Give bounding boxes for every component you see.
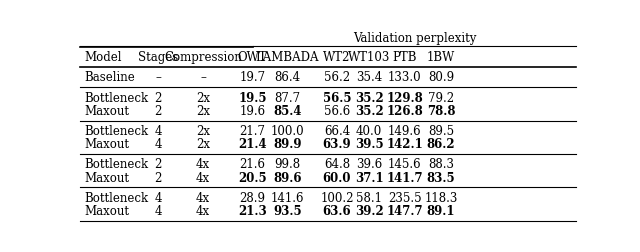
Text: 2: 2 bbox=[155, 159, 162, 172]
Text: 4: 4 bbox=[155, 192, 162, 205]
Text: 40.0: 40.0 bbox=[356, 125, 382, 138]
Text: 147.7: 147.7 bbox=[387, 205, 423, 218]
Text: 99.8: 99.8 bbox=[275, 159, 300, 172]
Text: 89.5: 89.5 bbox=[428, 125, 454, 138]
Text: 21.3: 21.3 bbox=[238, 205, 267, 218]
Text: OWT: OWT bbox=[238, 51, 268, 64]
Text: 89.6: 89.6 bbox=[273, 172, 301, 184]
Text: 66.4: 66.4 bbox=[324, 125, 350, 138]
Text: –: – bbox=[200, 72, 206, 84]
Text: 21.4: 21.4 bbox=[238, 138, 267, 151]
Text: 58.1: 58.1 bbox=[356, 192, 382, 205]
Text: 78.8: 78.8 bbox=[427, 105, 455, 118]
Text: 19.7: 19.7 bbox=[239, 72, 266, 84]
Text: 21.7: 21.7 bbox=[239, 125, 266, 138]
Text: 2x: 2x bbox=[196, 125, 210, 138]
Text: 39.6: 39.6 bbox=[356, 159, 382, 172]
Text: 2: 2 bbox=[155, 92, 162, 105]
Text: 1BW: 1BW bbox=[427, 51, 455, 64]
Text: 4: 4 bbox=[155, 125, 162, 138]
Text: 39.2: 39.2 bbox=[355, 205, 383, 218]
Text: 4: 4 bbox=[155, 205, 162, 218]
Text: 4: 4 bbox=[155, 138, 162, 151]
Text: 89.9: 89.9 bbox=[273, 138, 301, 151]
Text: 64.8: 64.8 bbox=[324, 159, 350, 172]
Text: 63.9: 63.9 bbox=[323, 138, 351, 151]
Text: 63.6: 63.6 bbox=[323, 205, 351, 218]
Text: Model: Model bbox=[84, 51, 122, 64]
Text: 56.6: 56.6 bbox=[324, 105, 350, 118]
Text: 39.5: 39.5 bbox=[355, 138, 383, 151]
Text: 141.7: 141.7 bbox=[387, 172, 423, 184]
Text: 35.2: 35.2 bbox=[355, 105, 383, 118]
Text: 4x: 4x bbox=[196, 192, 210, 205]
Text: 28.9: 28.9 bbox=[239, 192, 266, 205]
Text: 126.8: 126.8 bbox=[387, 105, 423, 118]
Text: Baseline: Baseline bbox=[84, 72, 134, 84]
Text: Bottleneck: Bottleneck bbox=[84, 159, 148, 172]
Text: 145.6: 145.6 bbox=[388, 159, 422, 172]
Text: 4x: 4x bbox=[196, 172, 210, 184]
Text: WT103: WT103 bbox=[348, 51, 390, 64]
Text: 19.6: 19.6 bbox=[239, 105, 266, 118]
Text: –: – bbox=[156, 72, 161, 84]
Text: 37.1: 37.1 bbox=[355, 172, 383, 184]
Text: Bottleneck: Bottleneck bbox=[84, 192, 148, 205]
Text: 100.2: 100.2 bbox=[320, 192, 354, 205]
Text: 2: 2 bbox=[155, 105, 162, 118]
Text: 83.5: 83.5 bbox=[427, 172, 456, 184]
Text: 2x: 2x bbox=[196, 92, 210, 105]
Text: 89.1: 89.1 bbox=[427, 205, 455, 218]
Text: 100.0: 100.0 bbox=[271, 125, 304, 138]
Text: 56.2: 56.2 bbox=[324, 72, 350, 84]
Text: Maxout: Maxout bbox=[84, 105, 129, 118]
Text: LAMBADA: LAMBADA bbox=[255, 51, 319, 64]
Text: 133.0: 133.0 bbox=[388, 72, 422, 84]
Text: 149.6: 149.6 bbox=[388, 125, 422, 138]
Text: 129.8: 129.8 bbox=[387, 92, 423, 105]
Text: Stages: Stages bbox=[138, 51, 179, 64]
Text: Compression: Compression bbox=[164, 51, 242, 64]
Text: 93.5: 93.5 bbox=[273, 205, 301, 218]
Text: 2: 2 bbox=[155, 172, 162, 184]
Text: 4x: 4x bbox=[196, 205, 210, 218]
Text: 141.6: 141.6 bbox=[271, 192, 304, 205]
Text: 85.4: 85.4 bbox=[273, 105, 301, 118]
Text: 60.0: 60.0 bbox=[323, 172, 351, 184]
Text: 88.3: 88.3 bbox=[428, 159, 454, 172]
Text: 20.5: 20.5 bbox=[238, 172, 267, 184]
Text: Maxout: Maxout bbox=[84, 205, 129, 218]
Text: Bottleneck: Bottleneck bbox=[84, 125, 148, 138]
Text: 35.4: 35.4 bbox=[356, 72, 382, 84]
Text: Maxout: Maxout bbox=[84, 138, 129, 151]
Text: 86.4: 86.4 bbox=[275, 72, 300, 84]
Text: 87.7: 87.7 bbox=[275, 92, 300, 105]
Text: 56.5: 56.5 bbox=[323, 92, 351, 105]
Text: 21.6: 21.6 bbox=[239, 159, 266, 172]
Text: 2x: 2x bbox=[196, 105, 210, 118]
Text: 4x: 4x bbox=[196, 159, 210, 172]
Text: 2x: 2x bbox=[196, 138, 210, 151]
Text: 79.2: 79.2 bbox=[428, 92, 454, 105]
Text: 235.5: 235.5 bbox=[388, 192, 422, 205]
Text: 86.2: 86.2 bbox=[427, 138, 456, 151]
Text: 142.1: 142.1 bbox=[387, 138, 423, 151]
Text: 35.2: 35.2 bbox=[355, 92, 383, 105]
Text: 80.9: 80.9 bbox=[428, 72, 454, 84]
Text: Bottleneck: Bottleneck bbox=[84, 92, 148, 105]
Text: Validation perplexity: Validation perplexity bbox=[353, 32, 476, 45]
Text: 19.5: 19.5 bbox=[238, 92, 267, 105]
Text: 118.3: 118.3 bbox=[424, 192, 458, 205]
Text: PTB: PTB bbox=[392, 51, 417, 64]
Text: Maxout: Maxout bbox=[84, 172, 129, 184]
Text: WT2: WT2 bbox=[323, 51, 351, 64]
